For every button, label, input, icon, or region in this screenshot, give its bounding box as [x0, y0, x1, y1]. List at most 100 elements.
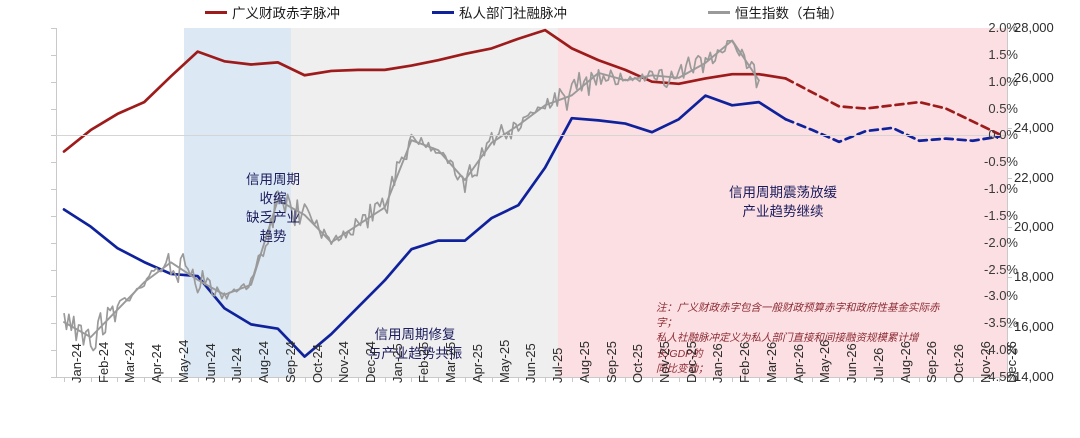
- x-axis-tick-label: Dec-25: [683, 341, 699, 383]
- x-tick: [571, 377, 573, 382]
- x-tick: [464, 377, 466, 382]
- actual-line-private-credit-impulse: [62, 94, 787, 358]
- left-axis-tick-label: -4.5%: [984, 369, 1018, 384]
- x-tick: [304, 377, 306, 382]
- legend-item-private-credit-impulse[interactable]: 私人部门社融脉冲: [432, 2, 567, 22]
- x-axis-tick-label: Nov-26: [977, 341, 993, 383]
- x-axis-tick-label: Sep-26: [924, 341, 940, 383]
- legend-label-hang-seng-index: 恒生指数（右轴）: [735, 6, 843, 21]
- x-axis-tick-label: Jul-26: [870, 347, 886, 383]
- right-tick: [1007, 77, 1012, 79]
- x-tick: [358, 377, 359, 382]
- line-swatch-red-icon: [205, 10, 227, 14]
- x-axis-tick-label: May-25: [496, 339, 512, 383]
- x-axis-tick-label: Dec-24: [363, 341, 378, 383]
- x-axis-tick-label: Jul-24: [229, 347, 245, 383]
- left-tick: [51, 350, 56, 352]
- x-axis-tick-label: Feb-26: [737, 341, 753, 383]
- x-tick: [999, 377, 1001, 382]
- x-axis-tick-label: Aug-24: [256, 341, 272, 383]
- x-tick: [812, 377, 814, 382]
- x-tick: [972, 377, 974, 382]
- right-axis-tick-label: 18,000: [1014, 269, 1054, 285]
- right-tick: [1007, 127, 1012, 129]
- legend-item-hang-seng-index[interactable]: 恒生指数（右轴）: [708, 2, 843, 22]
- x-tick: [64, 377, 66, 382]
- left-axis-tick-label: -2.5%: [984, 261, 1018, 277]
- left-axis-tick-label: 0.5%: [988, 100, 1018, 116]
- forecast-line-fiscal-impulse: [784, 77, 1001, 136]
- x-axis-tick-label: Sep-25: [603, 341, 619, 383]
- chart-footnote: 注：广义财政赤字包含一般财政预算赤字和政府性基金实际赤字； 私人社融脉冲定义为私…: [656, 302, 940, 375]
- x-tick: [545, 377, 547, 382]
- series-lines: [62, 28, 1001, 358]
- annotation-credit-contraction: 信用周期 收缩 缺乏产业 趋势: [246, 172, 300, 245]
- left-tick: [51, 162, 56, 164]
- left-tick: [51, 135, 56, 137]
- x-axis-tick-label: Oct-25: [630, 343, 646, 383]
- right-tick: [1007, 227, 1012, 229]
- x-tick: [758, 377, 760, 382]
- x-tick: [491, 377, 493, 382]
- x-axis-tick-label: Sep-24: [282, 341, 298, 383]
- x-tick: [384, 377, 386, 382]
- left-axis-tick-label: 0.0%: [988, 127, 1018, 143]
- x-tick: [224, 377, 226, 382]
- right-axis-tick-label: 14,000: [1014, 369, 1054, 384]
- right-tick: [1007, 377, 1012, 378]
- right-tick: [1007, 28, 1012, 29]
- left-axis-tick-label: -1.0%: [984, 181, 1018, 197]
- left-tick: [51, 323, 56, 325]
- actual-line-hang-seng-detail: [63, 39, 760, 352]
- band-credit-slowdown: [558, 28, 1008, 377]
- left-axis-tick-label: -3.5%: [984, 315, 1018, 331]
- x-tick: [865, 377, 867, 382]
- x-tick: [90, 377, 92, 382]
- x-axis-tick-label: Apr-24: [149, 343, 165, 383]
- x-tick: [919, 377, 921, 382]
- x-axis-tick-label: Nov-24: [336, 341, 352, 383]
- x-axis-tick-label: Oct-24: [309, 343, 325, 383]
- left-axis-line: [56, 28, 57, 377]
- legend-item-fiscal-impulse[interactable]: 广义财政赤字脉冲: [205, 2, 340, 22]
- chart-legend: 广义财政赤字脉冲 私人部门社融脉冲 恒生指数（右轴）: [0, 0, 1080, 24]
- x-tick: [117, 377, 119, 382]
- band-credit-repair: [291, 28, 559, 377]
- legend-label-fiscal-impulse: 广义财政赤字脉冲: [232, 6, 340, 21]
- x-tick: [705, 377, 707, 382]
- right-axis-tick-label: 26,000: [1014, 69, 1054, 85]
- left-axis-tick-label: 2.0%: [988, 20, 1018, 35]
- x-tick: [518, 377, 520, 382]
- x-tick: [732, 377, 734, 382]
- x-tick: [277, 377, 279, 382]
- left-axis-tick-label: 1.0%: [988, 73, 1018, 89]
- actual-line-fiscal-impulse: [62, 28, 787, 153]
- right-axis-tick-label: 20,000: [1014, 219, 1054, 235]
- x-axis-tick-label: Jan-25: [389, 343, 405, 383]
- x-axis-tick-label: Feb-24: [95, 341, 111, 383]
- x-axis-tick-label: Nov-25: [657, 341, 672, 383]
- x-tick: [625, 377, 627, 382]
- actual-line-hang-seng: [63, 39, 760, 339]
- left-tick: [51, 54, 56, 56]
- right-tick: [1007, 327, 1012, 329]
- left-tick: [51, 189, 56, 191]
- left-axis-tick-label: -3.0%: [984, 288, 1018, 304]
- x-axis-tick-label: Jan-24: [69, 343, 85, 383]
- x-axis-tick-label: May-24: [175, 339, 191, 383]
- left-axis-tick-label: -2.0%: [984, 234, 1018, 250]
- left-tick: [51, 28, 56, 29]
- x-tick: [652, 377, 653, 382]
- left-tick: [51, 81, 56, 83]
- x-axis-tick-label: Jan-26: [710, 343, 726, 383]
- x-axis-tick-label: Aug-25: [576, 341, 592, 383]
- left-tick: [51, 215, 56, 217]
- plot-area: 信用周期 收缩 缺乏产业 趋势 信用周期修复 与产业趋势共振 信用周期震荡放缓 …: [51, 28, 1012, 382]
- x-tick: [598, 377, 600, 382]
- x-tick: [197, 377, 199, 382]
- left-axis-tick-label: -1.5%: [984, 207, 1018, 223]
- right-axis-line: [1007, 28, 1008, 377]
- x-axis-tick-label: Apr-26: [790, 343, 806, 383]
- forecast-line-private-credit-impulse: [784, 117, 1001, 144]
